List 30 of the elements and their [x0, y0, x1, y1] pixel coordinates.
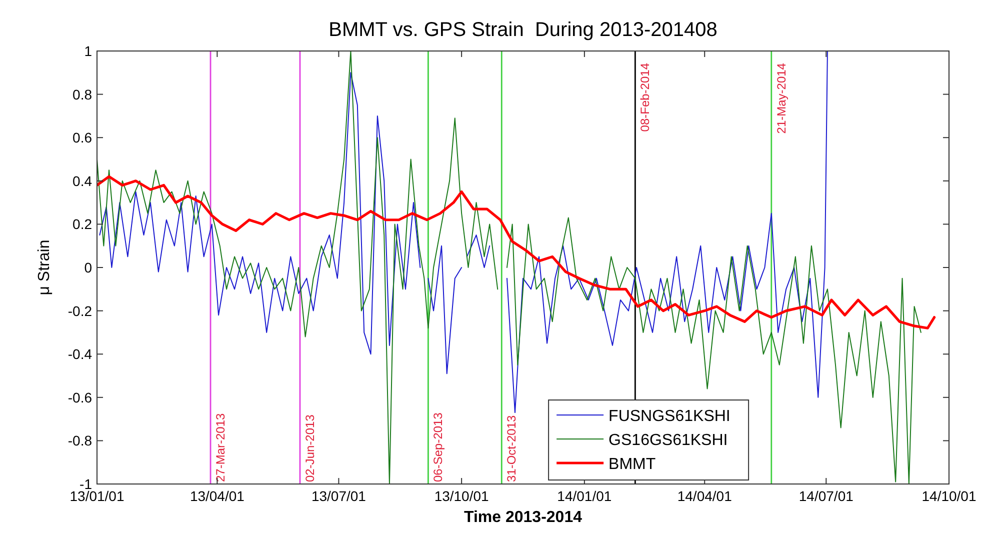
y-tick-label: 1: [84, 43, 92, 59]
x-tick-label: 14/07/01: [798, 488, 854, 504]
x-tick-label: 14/01/01: [557, 488, 612, 504]
ref-line-label: 08-Feb-2014: [638, 62, 652, 132]
y-tick-label: -0.8: [68, 432, 92, 449]
ref-line-label: 06-Sep-2013: [431, 412, 446, 482]
y-tick-label: -0.2: [68, 302, 92, 319]
legend-label: GS16GS61KSHI: [608, 432, 728, 449]
y-tick-label: 0.4: [72, 172, 92, 189]
y-tick-label: -0.6: [68, 389, 92, 406]
y-axis-title: μ Strain: [36, 240, 53, 296]
x-axis-title: Time 2013-2014: [464, 509, 582, 526]
x-tick-label: 13/07/01: [311, 488, 366, 504]
y-tick-label: -0.4: [68, 346, 92, 362]
ref-line-label: 21-May-2014: [774, 62, 788, 134]
y-tick-label: 0.6: [72, 130, 92, 146]
legend-label: BMMT: [608, 456, 656, 473]
line-series: [97, 175, 936, 330]
chart-title: BMMT vs. GPS Strain During 2013-201408: [328, 19, 718, 41]
ref-line-label: 02-Jun-2013: [302, 414, 317, 482]
y-tick-label: 0.2: [72, 216, 92, 232]
y-tick-label: 0: [84, 260, 92, 276]
x-tick-label: 13/04/01: [190, 488, 245, 504]
ref-line-label: 27-Mar-2013: [214, 412, 228, 482]
y-tick-label: 0.8: [72, 86, 92, 102]
legend-label: FUSNGS61KSHI: [608, 408, 730, 425]
x-tick-label: 14/04/01: [677, 488, 732, 504]
x-tick-label: 14/10/01: [922, 488, 976, 504]
ref-line-label: 31-Oct-2013: [504, 414, 519, 482]
x-tick-label: 13/10/01: [434, 488, 490, 504]
